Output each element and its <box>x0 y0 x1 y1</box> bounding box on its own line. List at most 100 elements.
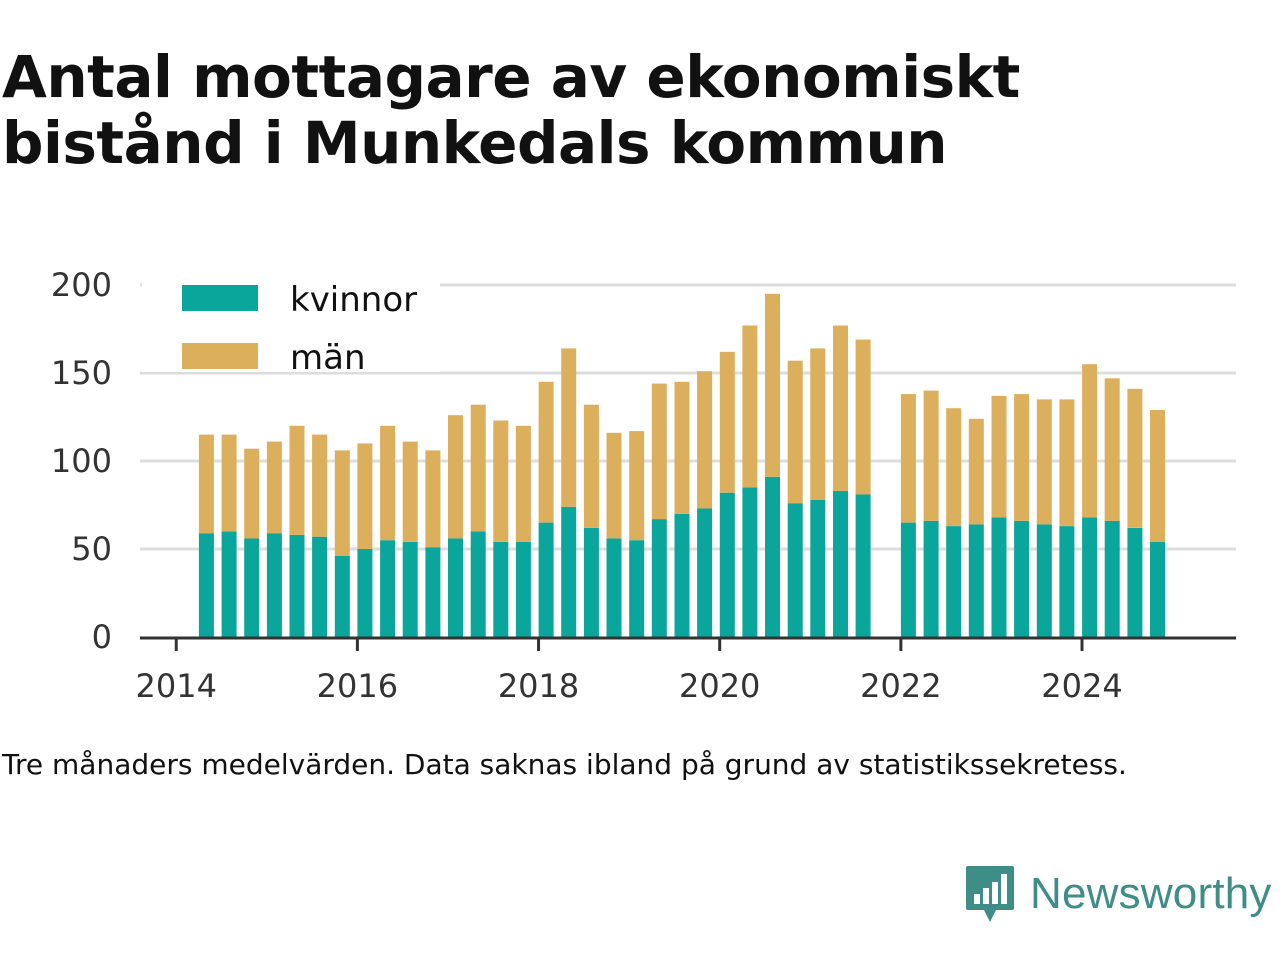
bar-kvinnor <box>538 522 554 637</box>
bar-kvinnor <box>266 533 282 637</box>
x-tick-label: 2014 <box>136 667 217 705</box>
bar-kvinnor <box>968 524 984 637</box>
bars <box>198 293 1165 637</box>
bar-kvinnor <box>810 499 826 637</box>
bar-kvinnor <box>1127 527 1143 637</box>
bar-man <box>1014 394 1030 521</box>
bar-man <box>765 293 780 477</box>
bar-man <box>1082 364 1098 518</box>
bar-man <box>538 381 554 523</box>
bar-kvinnor <box>674 513 690 637</box>
bar-man <box>470 404 486 532</box>
bar-man <box>266 441 282 534</box>
bar-kvinnor <box>244 538 260 637</box>
bar-kvinnor <box>1059 526 1075 637</box>
bar-kvinnor <box>787 503 803 637</box>
bar-kvinnor <box>198 533 214 637</box>
bar-man <box>787 360 803 504</box>
x-axis-ticks: 2014 2016 2018 2020 2022 2024 <box>136 638 1123 705</box>
bar-kvinnor <box>1036 524 1052 637</box>
bar-man <box>561 348 577 507</box>
bar-kvinnor <box>1104 520 1120 637</box>
bar-man <box>515 425 531 542</box>
bar-man <box>651 383 667 520</box>
bar-kvinnor <box>1150 542 1165 637</box>
x-tick-label: 2020 <box>679 667 760 705</box>
bar-kvinnor <box>402 542 418 637</box>
bar-kvinnor <box>606 538 622 637</box>
bar-man <box>1150 410 1165 542</box>
bar-kvinnor <box>583 527 599 637</box>
bar-kvinnor <box>833 490 848 637</box>
y-tick-label: 100 <box>51 442 112 480</box>
bar-man <box>402 441 418 542</box>
bar-kvinnor <box>855 494 871 637</box>
bar-kvinnor <box>425 547 441 637</box>
bar-kvinnor <box>470 531 486 637</box>
bar-kvinnor <box>742 487 758 637</box>
bar-kvinnor <box>289 534 305 637</box>
bar-man <box>900 394 916 523</box>
bar-man <box>425 450 441 548</box>
bar-kvinnor <box>900 522 916 637</box>
bar-kvinnor <box>380 540 396 637</box>
bar-kvinnor <box>923 520 939 637</box>
bar-kvinnor <box>334 556 350 637</box>
bar-man <box>221 434 237 532</box>
bar-kvinnor <box>946 526 962 637</box>
x-tick-label: 2022 <box>860 667 941 705</box>
x-tick-label: 2024 <box>1041 667 1122 705</box>
legend-swatch-man <box>182 343 258 369</box>
bar-kvinnor <box>765 476 780 637</box>
legend-label-man: män <box>290 338 366 378</box>
newsworthy-brand: Newsworthy <box>964 864 1272 924</box>
bar-man <box>448 415 463 539</box>
bar-man <box>629 431 645 541</box>
y-tick-label: 200 <box>51 266 112 304</box>
bar-kvinnor <box>991 517 1007 637</box>
bar-man <box>1104 378 1120 521</box>
chart-title: Antal mottagare av ekonomiskt bistånd i … <box>2 43 1020 177</box>
bar-kvinnor <box>1082 517 1098 637</box>
bar-man <box>198 434 214 534</box>
bar-chart: 0 50 100 150 200 2014 2016 2018 2020 2022 2024 kv… <box>51 266 1236 705</box>
bar-man <box>968 418 984 525</box>
bar-kvinnor <box>651 519 667 637</box>
bar-man <box>674 381 690 514</box>
bar-man <box>855 339 871 495</box>
newsworthy-logo-icon <box>966 866 1014 922</box>
bar-man <box>244 448 260 539</box>
legend-label-kvinnor: kvinnor <box>290 280 417 320</box>
bar-man <box>493 420 509 542</box>
bar-kvinnor <box>493 542 509 637</box>
bar-man <box>1036 399 1052 525</box>
bar-kvinnor <box>697 508 713 637</box>
bar-kvinnor <box>221 531 237 637</box>
bar-man <box>1127 388 1143 528</box>
bar-man <box>312 434 328 537</box>
y-axis-labels: 0 50 100 150 200 <box>51 266 112 656</box>
x-tick-label: 2018 <box>498 667 579 705</box>
bar-man <box>583 404 599 528</box>
legend-swatch-kvinnor <box>182 285 258 311</box>
bar-man <box>289 425 305 535</box>
bar-kvinnor <box>515 542 531 637</box>
y-tick-label: 150 <box>51 354 112 392</box>
legend: kvinnor män <box>142 272 440 378</box>
bar-man <box>334 450 350 556</box>
bar-man <box>923 390 939 521</box>
bar-kvinnor <box>561 506 577 637</box>
bar-man <box>1059 399 1075 527</box>
brand-name: Newsworthy <box>1030 869 1272 918</box>
bar-kvinnor <box>719 492 735 637</box>
y-tick-label: 0 <box>92 618 112 656</box>
chart-caption: Tre månaders medelvärden. Data saknas ib… <box>2 748 1127 781</box>
bar-kvinnor <box>629 540 645 637</box>
bar-man <box>810 348 826 500</box>
bar-kvinnor <box>357 549 373 637</box>
bar-man <box>946 408 962 527</box>
bar-man <box>357 443 373 549</box>
bar-kvinnor <box>448 538 463 637</box>
bar-kvinnor <box>312 536 328 637</box>
y-tick-label: 50 <box>71 530 112 568</box>
